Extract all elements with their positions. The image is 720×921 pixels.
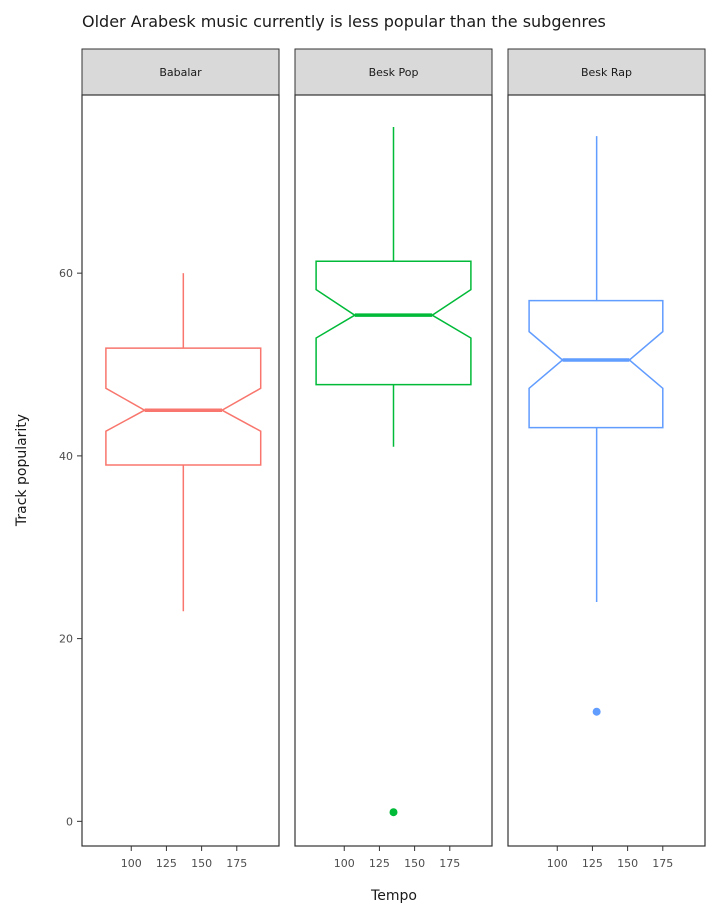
facet-strip [507,48,706,96]
y-tick-label: 60 [59,267,73,280]
facet-besk-pop: Besk Pop 100 125 150 175 [294,48,493,870]
facet-panel-border [81,94,280,847]
x-tick-label: 175 [226,857,247,870]
y-axis: 0 20 40 60 [59,267,82,828]
notched-box [105,347,262,466]
facet-strip [294,48,493,96]
x-tick-label: 175 [652,857,673,870]
x-tick-label: 100 [334,857,355,870]
facet-panel-border [294,94,493,847]
facet-strip-label: Besk Rap [581,66,632,79]
y-tick-label: 20 [59,633,73,646]
x-tick-label: 150 [191,857,212,870]
x-tick-label: 100 [547,857,568,870]
outlier-point [592,707,601,716]
x-tick-label: 125 [156,857,177,870]
y-tick-label: 40 [59,450,73,463]
x-tick-label: 125 [582,857,603,870]
facet-strip [81,48,280,96]
notched-box [528,299,664,429]
y-axis-title: Track popularity [14,414,30,527]
chart-title: Older Arabesk music currently is less po… [82,12,606,31]
x-tick-label: 100 [121,857,142,870]
facet-strip-label: Besk Pop [369,66,419,79]
facet-babalar: Babalar 100 125 150 175 [81,48,280,870]
x-tick-label: 150 [404,857,425,870]
outlier-point [389,808,398,817]
facet-strip-label: Babalar [159,66,202,79]
facet-besk-rap: Besk Rap 100 125 150 175 [507,48,706,870]
x-tick-label: 175 [439,857,460,870]
x-tick-label: 150 [617,857,638,870]
x-axis-title: Tempo [370,888,417,904]
y-tick-label: 0 [66,815,73,828]
notched-box [315,260,472,386]
x-tick-label: 125 [369,857,390,870]
facet-panel-border [507,94,706,847]
